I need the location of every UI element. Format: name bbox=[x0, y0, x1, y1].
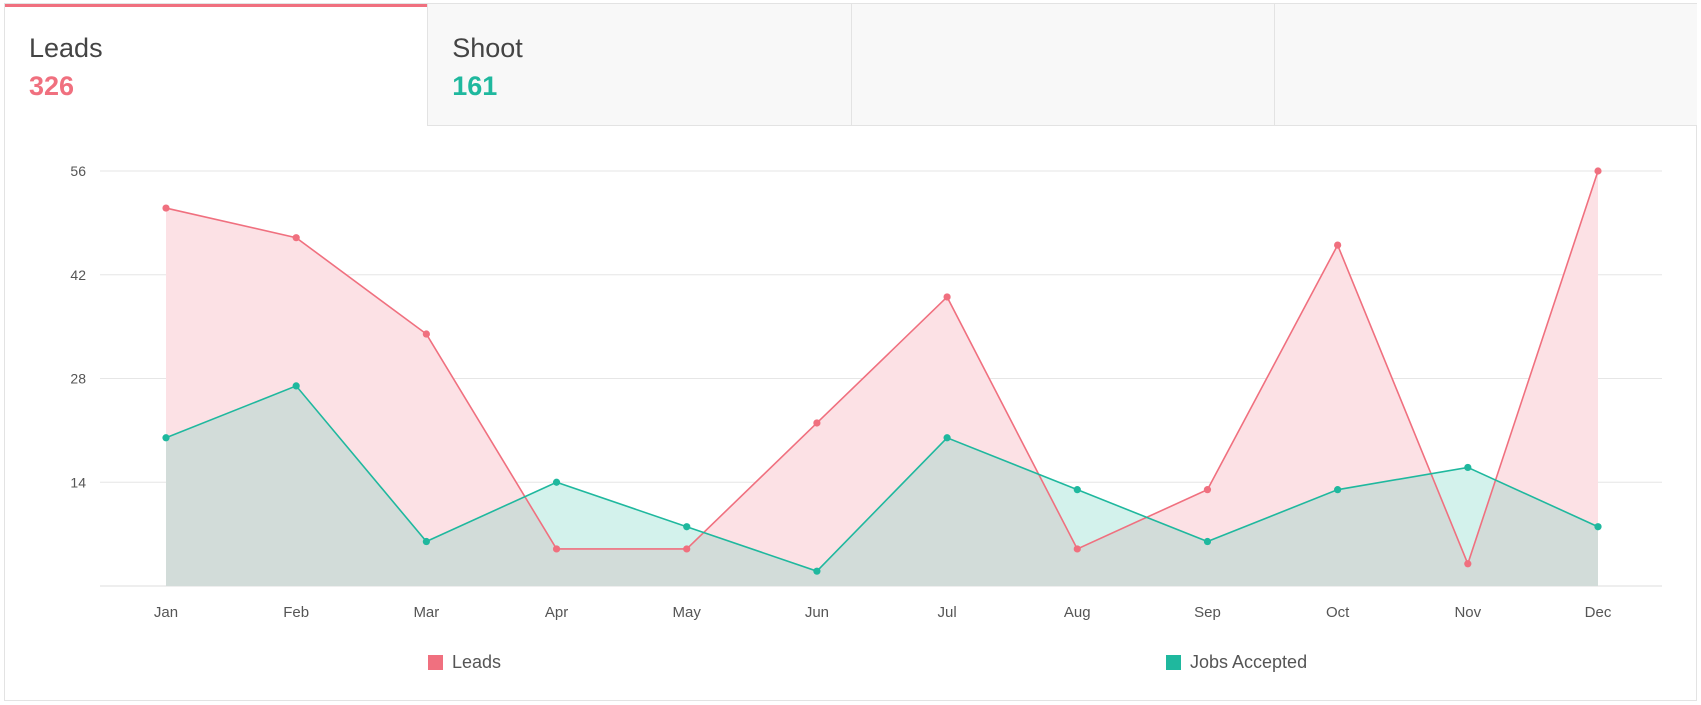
x-tick-label: May bbox=[673, 604, 702, 621]
x-tick-label: Dec bbox=[1585, 604, 1612, 621]
x-tick-label: Oct bbox=[1326, 604, 1350, 621]
data-point-leads bbox=[1203, 486, 1212, 494]
legend-label: Leads bbox=[452, 652, 502, 672]
x-tick-label: Apr bbox=[545, 604, 568, 621]
x-tick-label: Aug bbox=[1064, 604, 1091, 621]
data-point-leads bbox=[1073, 545, 1081, 553]
data-point-leads bbox=[1594, 167, 1602, 175]
data-point-leads bbox=[683, 545, 691, 553]
data-point-jobs-accepted bbox=[1073, 486, 1081, 494]
legend-label: Jobs Accepted bbox=[1190, 652, 1308, 672]
x-tick-label: Mar bbox=[413, 604, 439, 621]
data-point-jobs-accepted bbox=[1203, 537, 1212, 546]
data-point-jobs-accepted bbox=[1594, 523, 1602, 531]
x-tick-label: Sep bbox=[1194, 604, 1221, 621]
data-point-jobs-accepted bbox=[292, 382, 300, 390]
data-point-jobs-accepted bbox=[813, 567, 821, 575]
data-point-leads bbox=[943, 293, 951, 301]
area-overlap bbox=[166, 385, 1598, 586]
y-tick-label: 28 bbox=[70, 371, 86, 387]
series-line-jobs-accepted bbox=[165, 384, 1599, 573]
data-point-leads bbox=[1464, 560, 1472, 568]
data-point-leads bbox=[552, 545, 561, 553]
x-tick-label: Jul bbox=[937, 604, 956, 621]
data-point-leads bbox=[1334, 241, 1342, 249]
tab-leads[interactable]: Leads 326 bbox=[5, 4, 428, 126]
legend-item-jobs-accepted[interactable]: Jobs Accepted bbox=[1166, 652, 1307, 673]
data-point-leads bbox=[813, 419, 821, 427]
data-point-leads bbox=[292, 234, 300, 242]
y-tick-label: 56 bbox=[70, 163, 86, 179]
data-point-jobs-accepted bbox=[1334, 486, 1342, 494]
data-point-jobs-accepted bbox=[683, 523, 691, 531]
data-point-jobs-accepted bbox=[422, 537, 430, 546]
x-tick-label: Jun bbox=[805, 604, 829, 621]
x-tick-label: Nov bbox=[1454, 604, 1481, 621]
tab-empty-4[interactable] bbox=[1273, 4, 1697, 126]
data-point-jobs-accepted bbox=[1464, 463, 1472, 472]
legend-swatch-leads bbox=[428, 655, 443, 670]
x-tick-label: Feb bbox=[283, 604, 309, 621]
tab-value: 326 bbox=[29, 71, 75, 101]
area-fill-leads bbox=[166, 171, 1598, 586]
data-point-jobs-accepted bbox=[162, 434, 170, 442]
data-point-leads bbox=[162, 204, 170, 212]
metric-tabs: Leads 326 Shoot 161 bbox=[5, 4, 1697, 126]
y-tick-label: 42 bbox=[70, 267, 86, 283]
legend-item-leads[interactable]: Leads bbox=[428, 652, 501, 673]
tab-value: 161 bbox=[452, 71, 498, 101]
tab-empty-3[interactable] bbox=[850, 4, 1274, 126]
x-tick-label: Jan bbox=[154, 604, 178, 621]
data-point-leads bbox=[422, 330, 430, 338]
tab-shoot[interactable]: Shoot 161 bbox=[427, 4, 851, 126]
tab-label: Shoot bbox=[452, 33, 523, 63]
series-line-leads bbox=[165, 170, 1599, 567]
y-tick-label: 14 bbox=[70, 474, 86, 490]
data-point-jobs-accepted bbox=[552, 478, 561, 486]
data-point-jobs-accepted bbox=[943, 434, 951, 442]
legend-swatch-jobs-accepted bbox=[1166, 655, 1181, 670]
tab-label: Leads bbox=[29, 33, 103, 63]
